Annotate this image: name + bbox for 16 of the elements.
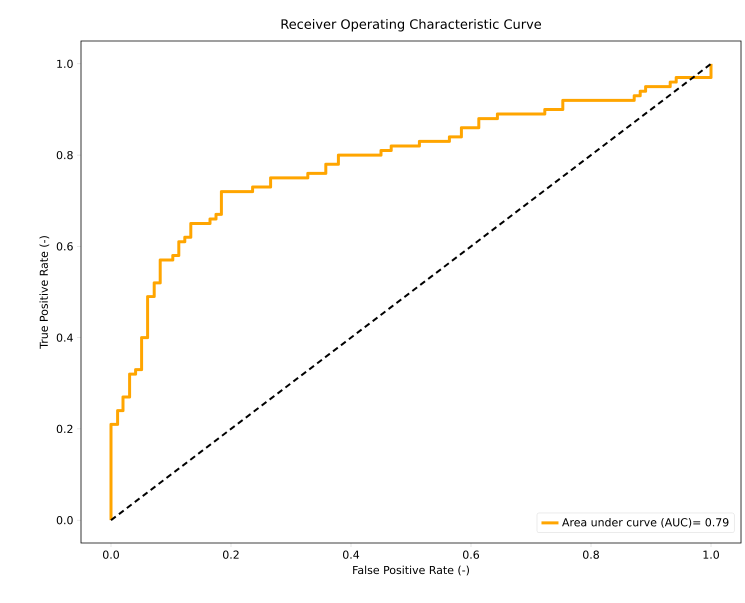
x-tick-label: 0.0	[103, 550, 119, 559]
x-tick-label: 0.8	[583, 550, 599, 559]
y-tick-label: 0.4	[56, 334, 73, 342]
y-tick-label: 0.8	[56, 150, 73, 160]
y-tick-label: 0.2	[56, 424, 72, 434]
y-tick-label: 0.6	[56, 242, 73, 251]
chart-title: Receiver Operating Characteristic Curve	[282, 18, 542, 32]
x-tick-label: 1.0	[703, 550, 719, 559]
x-axis-title: False Positive Rate (-)	[353, 566, 469, 576]
x-tick-label: 0.6	[463, 550, 480, 559]
x-tick-label: 0.2	[223, 550, 239, 559]
legend-label: Area under curve (AUC)= 0.79	[562, 518, 728, 528]
y-tick-label: 1.0	[57, 60, 73, 68]
y-axis-title: True Positive Rate (-)	[39, 236, 50, 349]
y-tick-label: 0.0	[56, 516, 73, 524]
x-tick-label: 0.4	[343, 550, 360, 559]
